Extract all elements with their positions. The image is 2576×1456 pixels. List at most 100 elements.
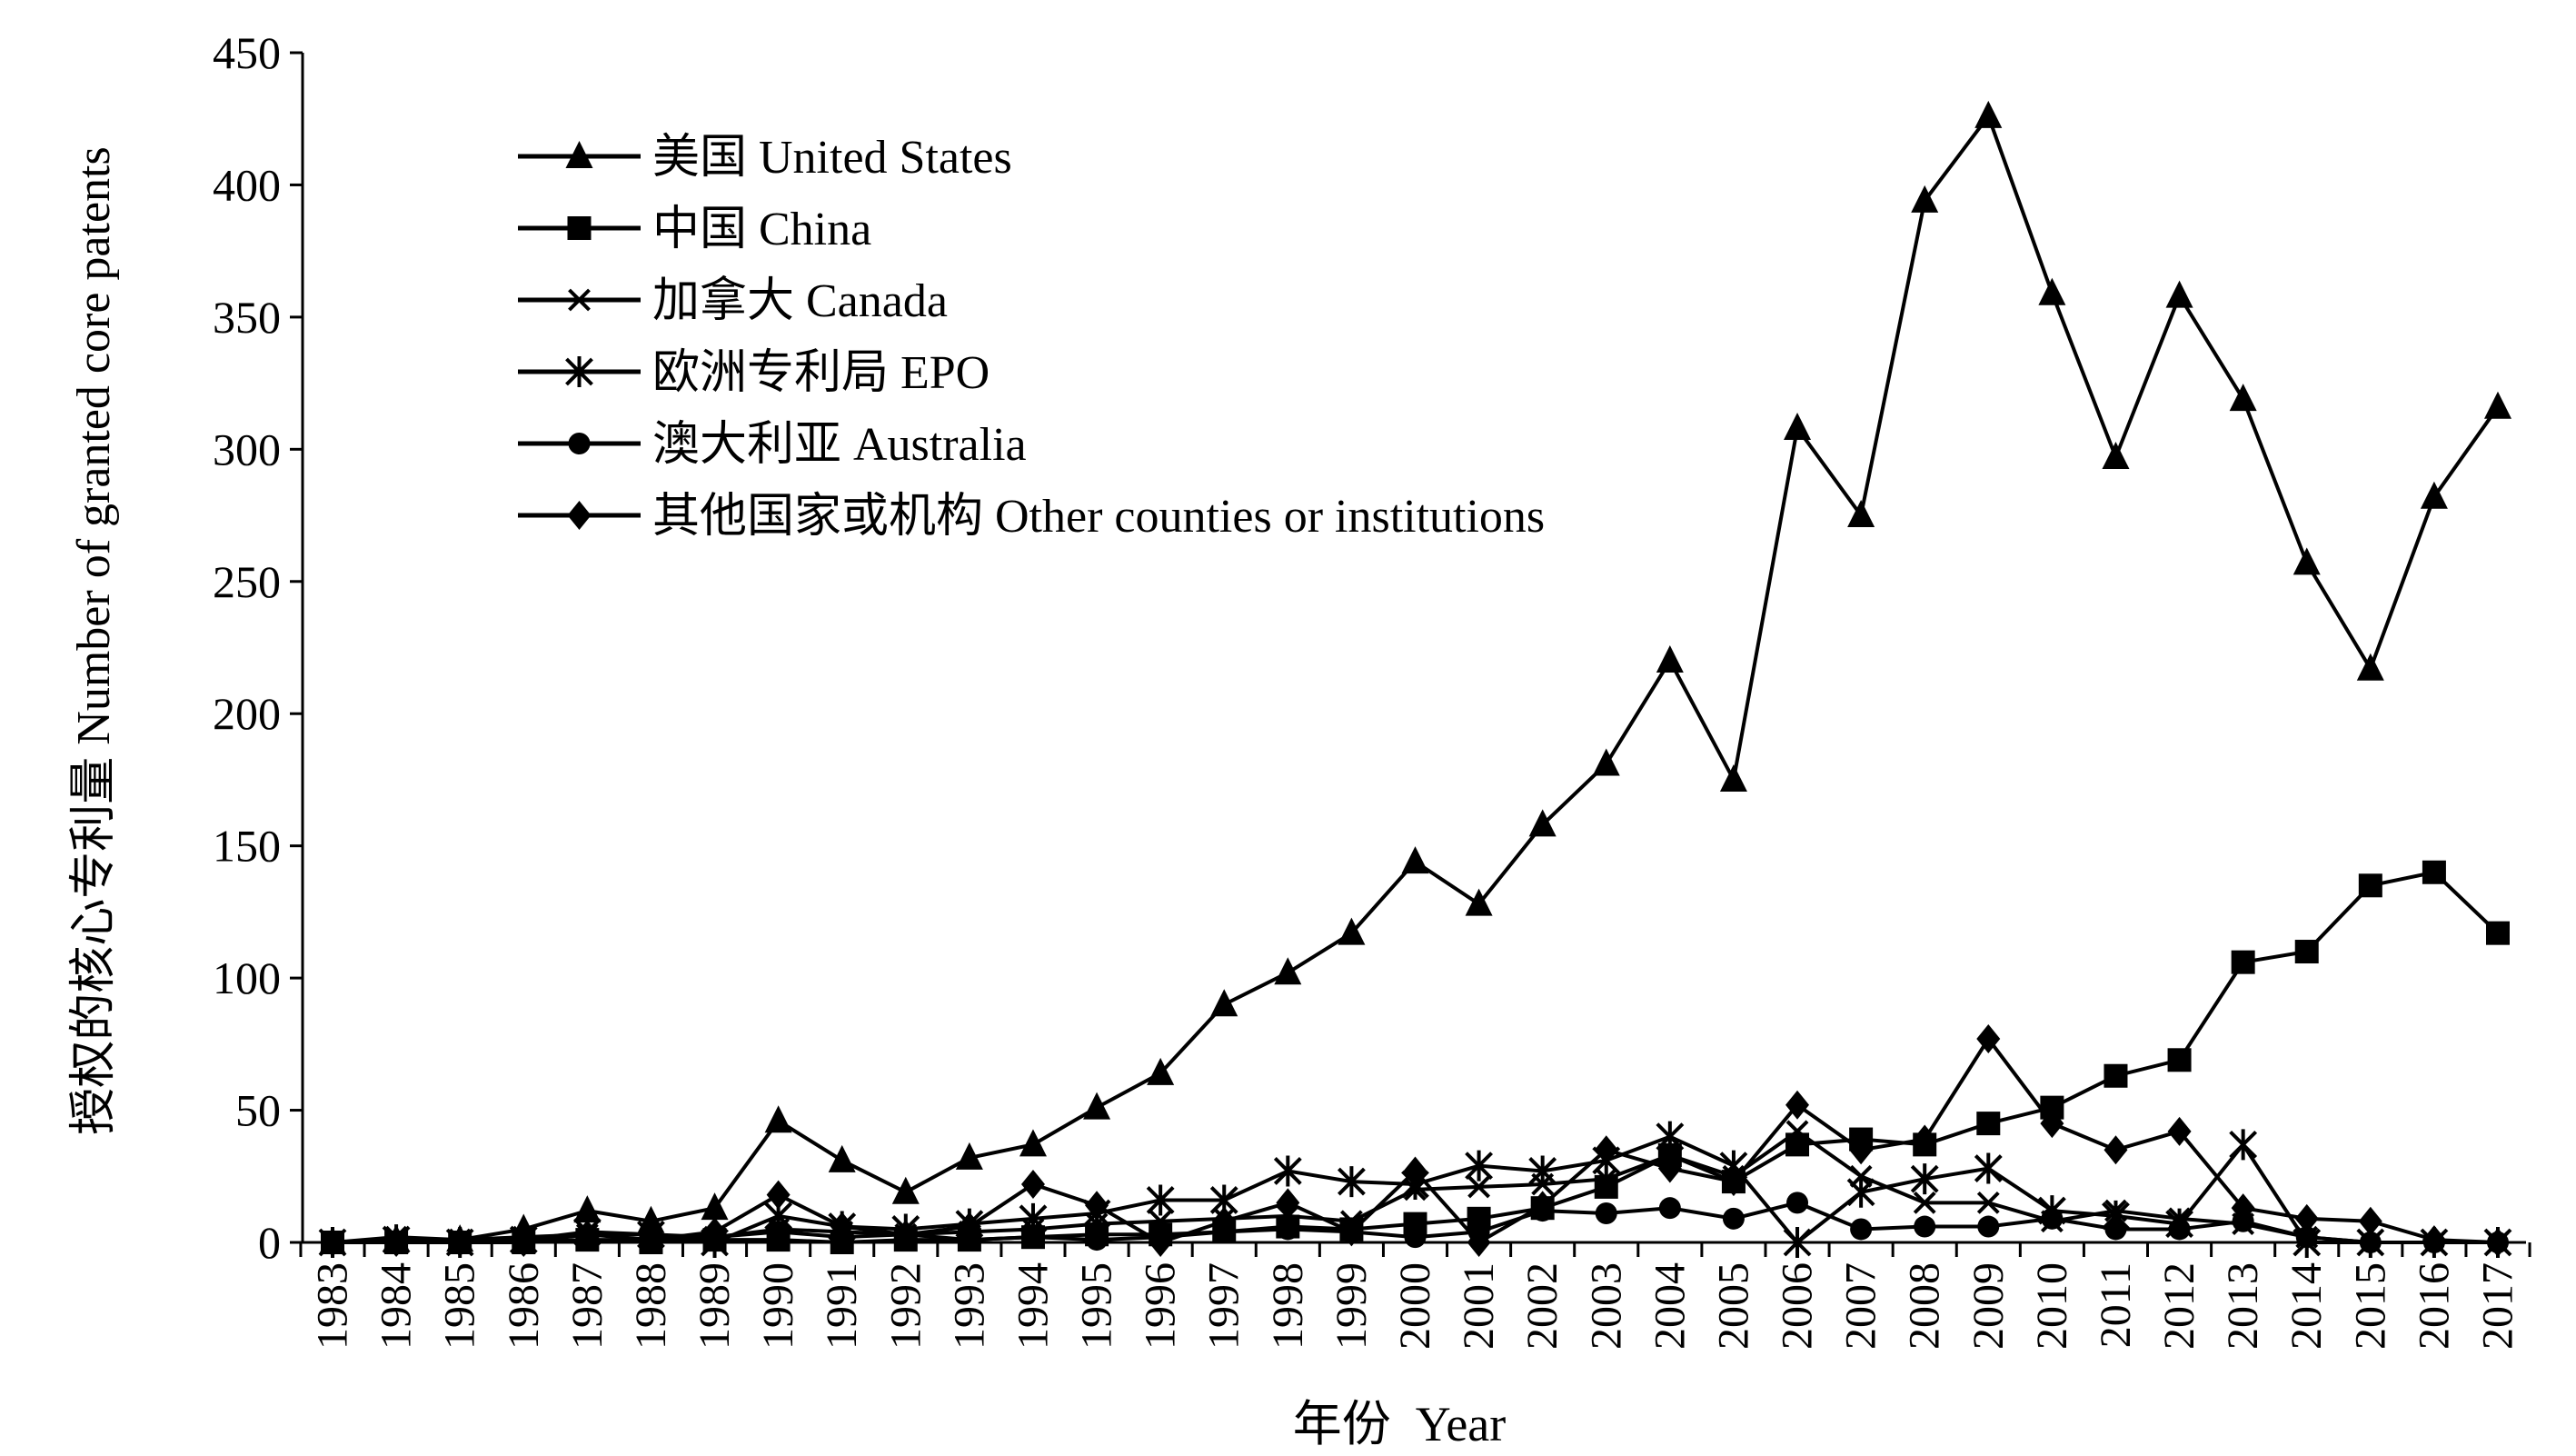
data-point: 欧洲专利局 EPO 2007: 19 (1846, 1176, 1875, 1208)
data-point: 美国 United States 2016: 282 (2420, 481, 2448, 509)
x-tick-label: 1999 (1328, 1262, 1376, 1350)
data-point: 其他国家或机构 Other counties or institutions 1… (957, 1212, 981, 1242)
data-point: 加拿大 Canada 1996: 8 (1149, 1210, 1172, 1233)
legend-marker (567, 501, 592, 530)
data-point: 其他国家或机构 Other counties or institutions 1… (384, 1228, 409, 1257)
data-point: 美国 United States 2001: 128 (1465, 888, 1493, 916)
data-point: 其他国家或机构 Other counties or institutions 1… (639, 1225, 663, 1255)
data-point: 其他国家或机构 Other counties or institutions 2… (1913, 1124, 1937, 1154)
data-point: 欧洲专利局 EPO 1998: 27 (1273, 1155, 1302, 1187)
data-point: 其他国家或机构 Other counties or institutions 2… (2358, 1206, 2382, 1236)
legend-item: 加拿大 Canada (518, 274, 948, 327)
x-tick-label: 1998 (1264, 1262, 1312, 1350)
data-point: 澳大利亚 Australia 2004: 13 (1658, 1197, 1681, 1220)
data-point: 中国 China 2014: 110 (2294, 940, 2319, 964)
y-tick-label: 400 (213, 159, 281, 210)
data-point: 加拿大 Canada 2009: 15 (1976, 1191, 2000, 1214)
legend-item: 中国 China (518, 204, 871, 255)
legend-label: 其他国家或机构 Other counties or institutions (652, 491, 1545, 543)
data-point: 欧洲专利局 EPO 2013: 37 (2229, 1129, 2258, 1161)
x-tick-label: 1984 (373, 1262, 421, 1350)
x-tick-label: 1991 (818, 1262, 866, 1350)
data-point: 澳大利亚 Australia 1995: 1 (1086, 1229, 1109, 1252)
data-point: 澳大利亚 Australia 2012: 5 (2168, 1218, 2191, 1241)
data-point: 其他国家或机构 Other counties or institutions 2… (1849, 1135, 1874, 1165)
data-point: 澳大利亚 Australia 1990: 4 (767, 1221, 790, 1243)
x-tick-label: 1993 (945, 1262, 993, 1350)
data-point: 美国 United States 2010: 359 (2038, 277, 2066, 305)
data-point: 美国 United States 2006: 308 (1784, 413, 1812, 441)
x-tick-label: 2010 (2028, 1262, 2076, 1350)
x-tick-label: 1989 (691, 1262, 739, 1350)
data-point: 美国 United States 1992: 19 (891, 1176, 920, 1204)
data-point: 加拿大 Canada 2003: 24 (1595, 1167, 1618, 1191)
y-tick-label: 0 (258, 1217, 281, 1268)
data-point: 美国 United States 1987: 12 (573, 1195, 602, 1223)
data-point: 澳大利亚 Australia 2005: 9 (1722, 1207, 1745, 1230)
y-tick-label: 250 (213, 556, 281, 607)
data-point: 澳大利亚 Australia 2003: 11 (1595, 1202, 1617, 1225)
data-point: 欧洲专利局 EPO 2001: 29 (1465, 1150, 1494, 1182)
x-tick-label: 2002 (1518, 1262, 1566, 1350)
legend-marker (568, 433, 591, 454)
data-point: 其他国家或机构 Other counties or institutions 1… (893, 1220, 918, 1250)
data-point: 美国 United States 1990: 46 (764, 1105, 792, 1133)
y-tick-label: 200 (213, 688, 281, 739)
data-point: 其他国家或机构 Other counties or institutions 2… (2167, 1116, 2192, 1146)
data-point: 中国 China 2016: 140 (2422, 860, 2446, 884)
data-point: 美国 United States 1997: 90 (1210, 989, 1238, 1017)
data-point: 澳大利亚 Australia 1998: 5 (1277, 1218, 1299, 1241)
data-point: 其他国家或机构 Other counties or institutions 1… (1212, 1206, 1237, 1236)
x-tick-label: 2001 (1455, 1262, 1503, 1350)
y-tick-label: 50 (235, 1085, 281, 1136)
data-point: 其他国家或机构 Other counties or institutions 1… (702, 1217, 727, 1247)
x-tick-label: 1983 (309, 1262, 357, 1350)
data-point: 美国 United States 2011: 297 (2102, 442, 2130, 470)
y-tick-label: 350 (213, 292, 281, 343)
x-tick-label: 1997 (1200, 1262, 1248, 1350)
data-point: 其他国家或机构 Other counties or institutions 1… (1276, 1188, 1300, 1218)
data-point: 其他国家或机构 Other counties or institutions 1… (1339, 1217, 1364, 1247)
x-tick-label: 2005 (1709, 1262, 1757, 1350)
legend-label: 欧洲专利局 EPO (652, 347, 990, 399)
data-point: 其他国家或机构 Other counties or institutions 1… (575, 1220, 600, 1250)
data-point: 美国 United States 1993: 32 (955, 1142, 983, 1170)
data-point: 美国 United States 1995: 51 (1083, 1092, 1111, 1120)
data-point: 其他国家或机构 Other counties or institutions 1… (448, 1228, 472, 1257)
data-point: 其他国家或机构 Other counties or institutions 1… (1149, 1228, 1173, 1257)
x-tick-label: 2017 (2474, 1262, 2522, 1350)
legend-label: 加拿大 Canada (652, 274, 948, 327)
x-tick-label: 2004 (1646, 1262, 1694, 1350)
x-tick-label: 1987 (563, 1262, 612, 1350)
data-point: 其他国家或机构 Other counties or institutions 1… (321, 1228, 344, 1257)
data-point: 澳大利亚 Australia 2011: 5 (2104, 1218, 2127, 1241)
data-point: 欧洲专利局 EPO 1996: 16 (1146, 1184, 1175, 1216)
data-point: 其他国家或机构 Other counties or institutions 2… (2486, 1228, 2510, 1257)
data-point: 欧洲专利局 EPO 2006: 0 (1783, 1227, 1812, 1258)
legend-label: 美国 United States (652, 132, 1012, 184)
data-point: 欧洲专利局 EPO 2009: 28 (1974, 1152, 2003, 1184)
y-axis-title: 授权的核心专利量 Number of granted core patents (68, 146, 120, 1134)
x-tick-label: 2007 (1837, 1262, 1885, 1350)
x-tick-label: 1988 (627, 1262, 675, 1350)
x-tick-label: 1990 (754, 1262, 802, 1350)
data-point: 欧洲专利局 EPO 2002: 27 (1528, 1155, 1557, 1187)
y-tick-label: 150 (213, 821, 281, 872)
data-point: 美国 United States 2007: 275 (1847, 500, 1875, 528)
data-point: 美国 United States 2004: 220 (1656, 645, 1684, 673)
data-point: 澳大利亚 Australia 1994: 2 (1021, 1226, 1044, 1249)
x-tick-label: 1996 (1137, 1262, 1185, 1350)
data-point: 其他国家或机构 Other counties or institutions 2… (2294, 1203, 2319, 1233)
data-point: 澳大利亚 Australia 2007: 5 (1850, 1218, 1873, 1241)
data-point: 加拿大 Canada 2008: 15 (1913, 1191, 1936, 1214)
data-point: 美国 United States 2015: 217 (2356, 653, 2384, 681)
data-point: 其他国家或机构 Other counties or institutions 2… (1785, 1090, 1810, 1120)
data-point: 澳大利亚 Australia 2000: 2 (1404, 1226, 1427, 1249)
data-point: 美国 United States 2003: 181 (1592, 748, 1620, 776)
data-point: 欧洲专利局 EPO 1999: 23 (1337, 1166, 1366, 1198)
data-point: 其他国家或机构 Other counties or institutions 2… (2040, 1109, 2064, 1139)
series-5: 其他国家或机构 Other counties or institutions 1… (321, 1024, 2510, 1257)
legend-marker (568, 288, 591, 312)
